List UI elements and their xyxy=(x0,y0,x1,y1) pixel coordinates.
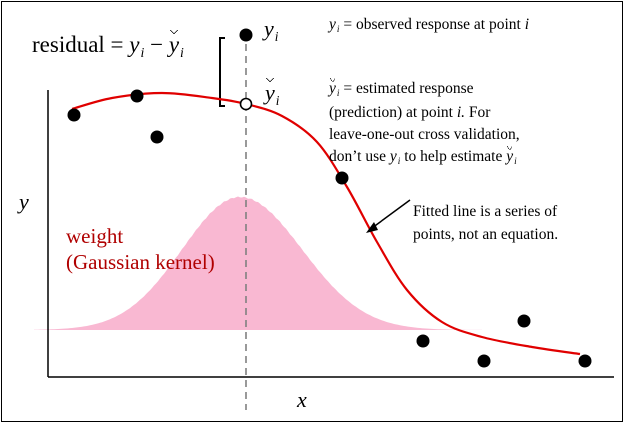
weight-text2: (Gaussian kernel) xyxy=(66,250,215,274)
data-point-9 xyxy=(578,354,592,368)
fitted-note-text1: Fitted line is a series of xyxy=(413,203,558,220)
weight-label-1: weight xyxy=(66,224,123,248)
fitted-line-note-1: Fitted line is a series of xyxy=(413,203,557,221)
data-point-7 xyxy=(477,354,491,368)
yi-label-sub: i xyxy=(274,28,279,44)
est-def-text1: = estimated response xyxy=(339,80,474,97)
arrow-head xyxy=(366,222,378,233)
est-def-text4a: don’t use xyxy=(329,148,390,165)
yi-label-y: y xyxy=(264,16,274,41)
data-point-3 xyxy=(150,130,164,144)
plot-svg xyxy=(34,28,614,410)
est-def-text4-y: y xyxy=(389,148,397,165)
weight-label-2: (Gaussian kernel) xyxy=(66,250,215,274)
est-def-yhat-sub: i xyxy=(336,89,340,100)
est-def-text3: leave-one-out cross validation, xyxy=(329,126,520,143)
obs-def-sub: i xyxy=(336,25,340,36)
x-axis-text: x xyxy=(297,387,307,412)
obs-def-i: i xyxy=(524,16,530,33)
est-def-text2-i: i. xyxy=(456,104,466,121)
residual-bracket xyxy=(219,37,225,107)
residual-equation: residual = yi − yi xyxy=(32,29,184,61)
residual-yhat-sub: i xyxy=(180,44,184,60)
observed-definition: yi = observed response at point i xyxy=(329,16,529,36)
est-def-text4b: to help estimate xyxy=(400,148,507,165)
estimated-point xyxy=(239,97,253,111)
yhat-point-label: yi xyxy=(265,77,280,108)
residual-y: y xyxy=(129,32,140,57)
yhat-label-sub: i xyxy=(275,92,280,108)
data-points xyxy=(67,28,592,368)
obs-def-y: y xyxy=(329,16,336,33)
estimated-definition-line3: leave-one-out cross validation, xyxy=(329,126,520,144)
est-def-text4-ysub: i xyxy=(397,157,401,168)
residual-y-sub: i xyxy=(140,44,145,60)
data-point-8 xyxy=(517,314,531,328)
estimated-definition-line1: yi = estimated response xyxy=(329,78,474,100)
residual-yhat: y xyxy=(168,29,180,57)
x-axis-label: x xyxy=(297,387,307,412)
estimated-definition-line2: (prediction) at point i. For xyxy=(329,104,490,122)
est-def-yhat: y xyxy=(329,78,336,97)
yi-point-label: yi xyxy=(264,16,278,44)
fitted-note-text2: points, not an equation. xyxy=(413,226,559,243)
residual-prefix: residual = xyxy=(32,32,130,57)
est-def-text4-yhat: y xyxy=(506,146,514,165)
gaussian-kernel-area xyxy=(34,196,482,330)
estimated-definition-line4: don’t use yi to help estimate yi xyxy=(329,146,517,168)
weight-text1: weight xyxy=(66,224,124,248)
residual-minus: − xyxy=(144,32,169,57)
fitted-line xyxy=(71,91,581,356)
fitted-line-note-2: points, not an equation. xyxy=(413,226,558,244)
y-axis-label: y xyxy=(19,189,29,214)
data-point-4 xyxy=(239,28,253,42)
data-point-5 xyxy=(335,171,349,185)
obs-def-text: = observed response at point xyxy=(343,16,525,33)
est-def-text2-end: For xyxy=(465,104,491,121)
yhat-label-y: y xyxy=(265,77,275,105)
data-point-2 xyxy=(130,89,144,103)
data-point-1 xyxy=(67,108,81,122)
est-def-text2: (prediction) at point xyxy=(329,104,457,121)
est-def-text4-yhatsub: i xyxy=(514,157,517,168)
data-point-6 xyxy=(416,334,430,348)
y-axis-text: y xyxy=(19,189,29,214)
fitted-line-arrow xyxy=(371,199,411,229)
